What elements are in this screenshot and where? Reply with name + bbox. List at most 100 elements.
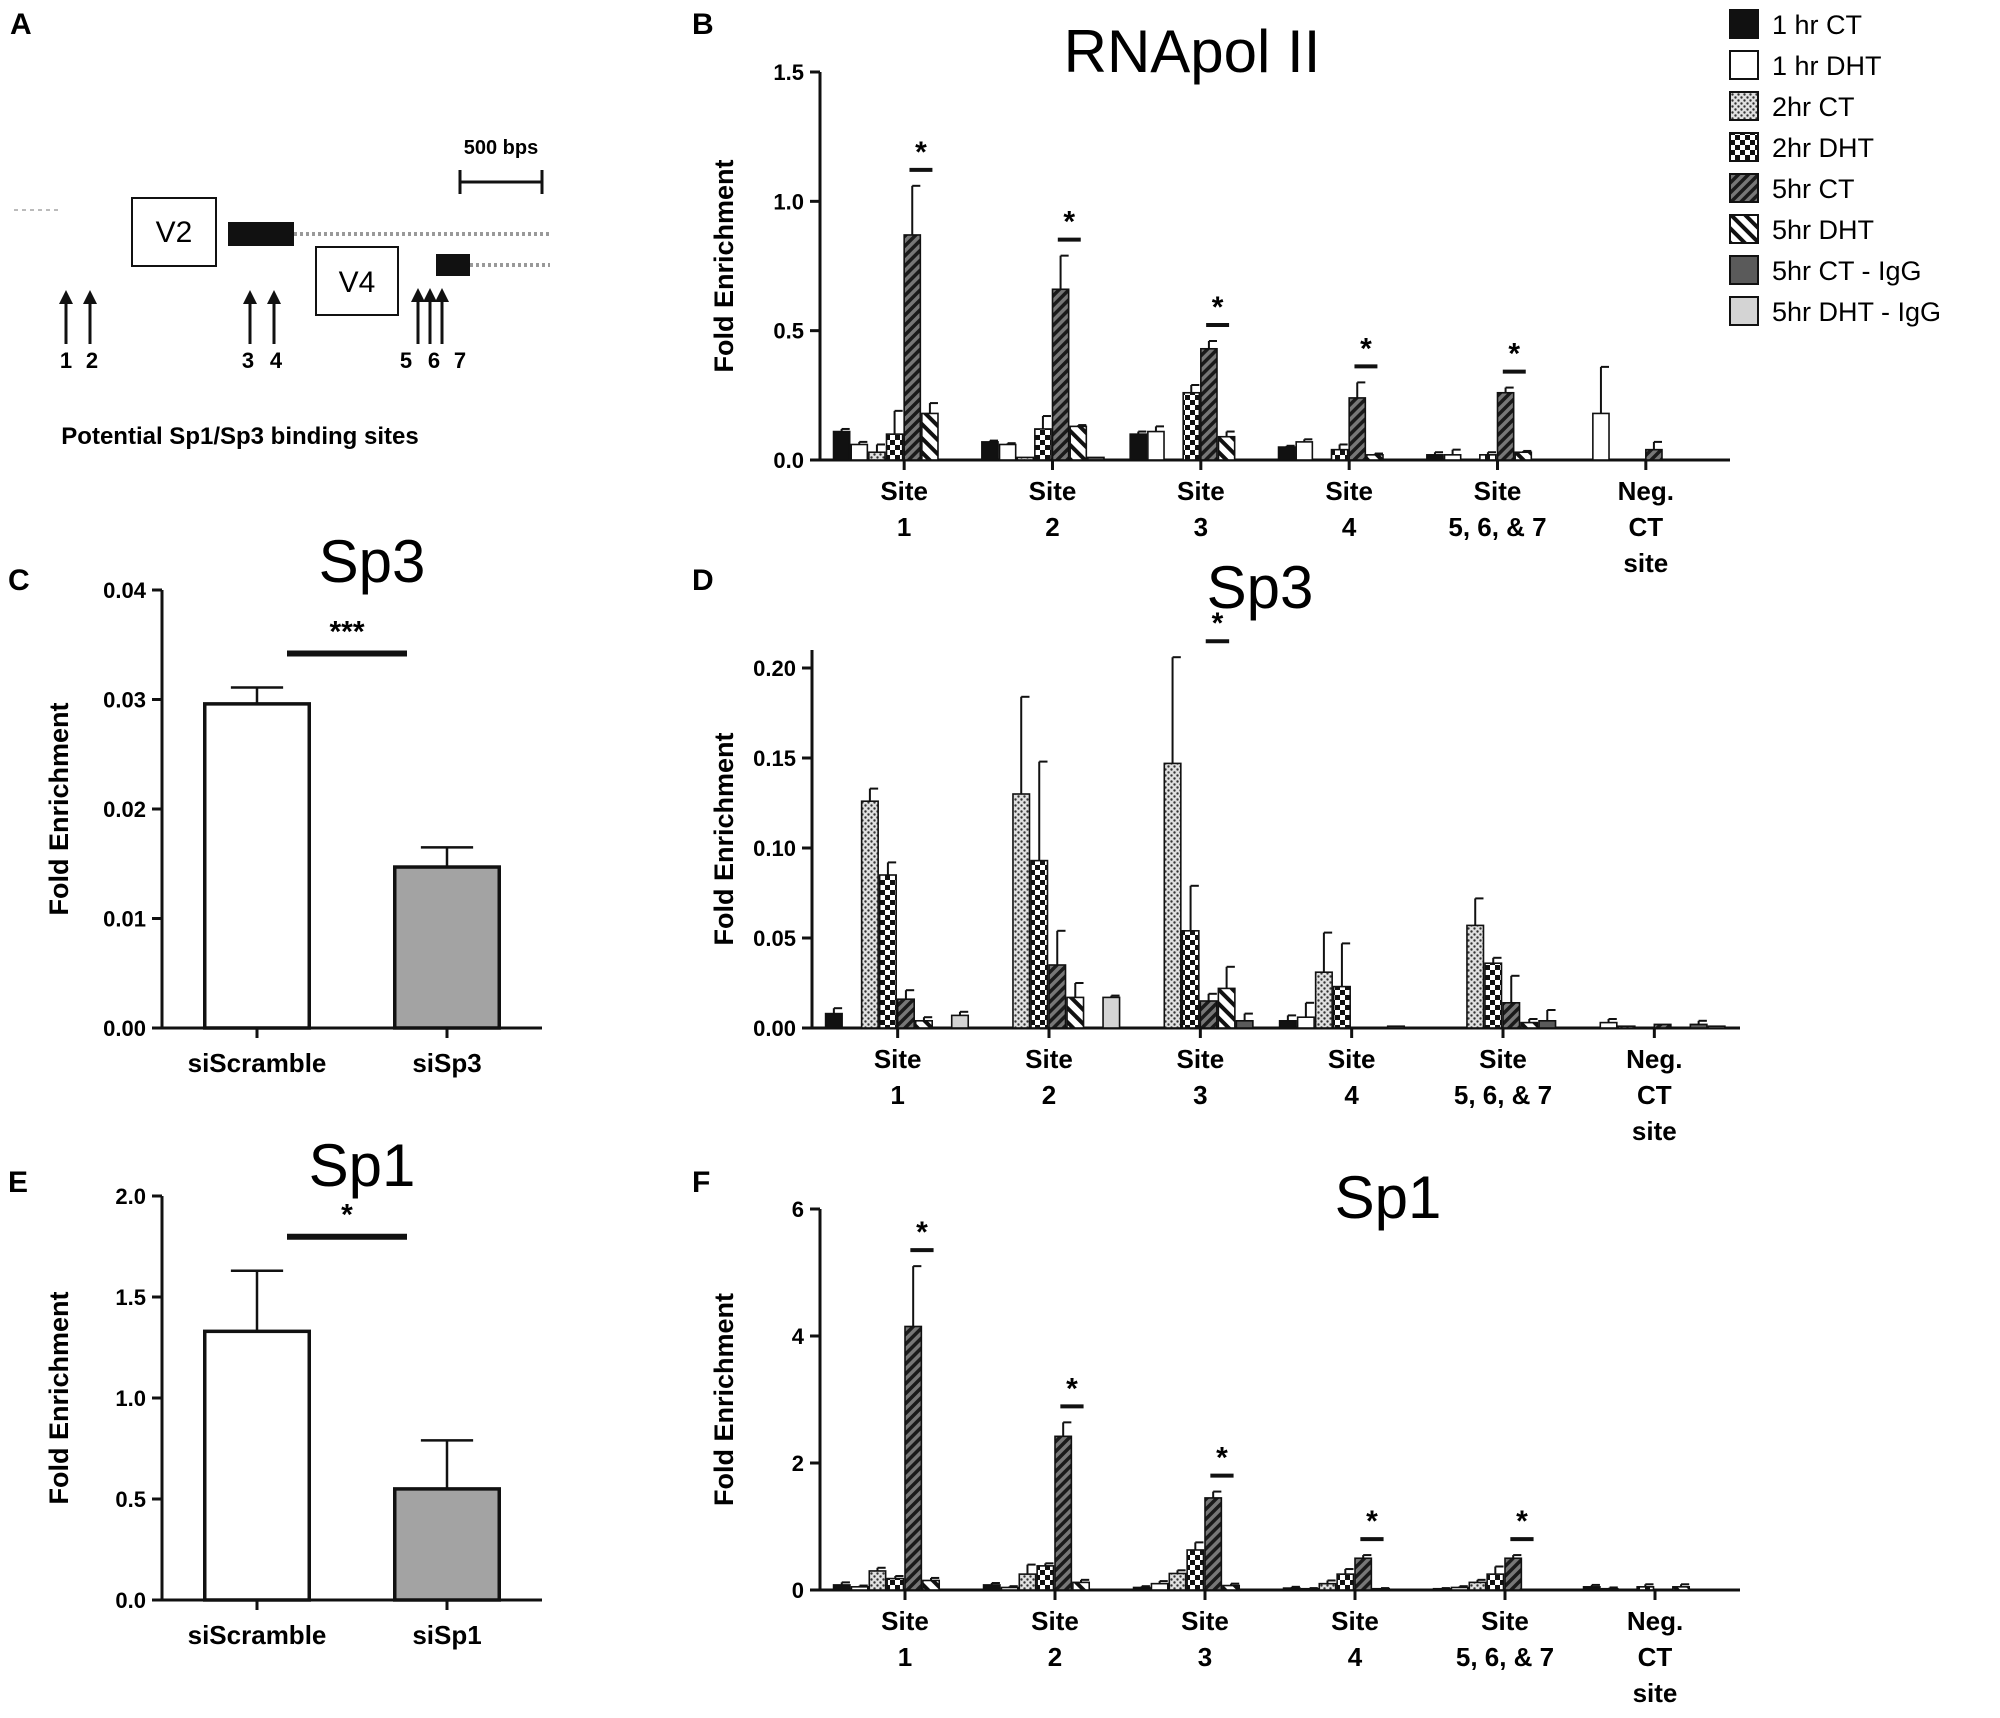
category-label: Site bbox=[874, 1044, 922, 1074]
arrow-head-icon bbox=[59, 290, 73, 304]
legend-swatch bbox=[1729, 91, 1759, 121]
bar bbox=[1054, 1435, 1073, 1591]
arrow-head-icon bbox=[83, 290, 97, 304]
chart-sp3-knockdown: Sp3 0.00 0.01 0.02 0.03 0.04 Fold Enrichment si… bbox=[44, 528, 542, 1078]
category-label: site bbox=[1623, 548, 1668, 578]
bar bbox=[1366, 454, 1384, 461]
bar bbox=[1132, 1586, 1151, 1591]
category-label: 2 bbox=[1048, 1642, 1062, 1672]
category-label: CT bbox=[1637, 1080, 1672, 1110]
legend-label: 5hr DHT - IgG bbox=[1772, 297, 1941, 327]
bar bbox=[1186, 1549, 1205, 1591]
category-label: Neg. bbox=[1626, 1044, 1682, 1074]
bar bbox=[1466, 924, 1485, 1029]
bar bbox=[1468, 1581, 1487, 1591]
arrow-head-icon bbox=[423, 288, 437, 302]
bar bbox=[1204, 1497, 1223, 1591]
category-label: Site bbox=[1177, 476, 1225, 506]
category-label: site bbox=[1633, 1678, 1678, 1708]
bar bbox=[1443, 454, 1462, 461]
exon-box-v4-label: V4 bbox=[339, 266, 376, 299]
diagram-caption: Potential Sp1/Sp3 binding sites bbox=[61, 423, 418, 450]
bar bbox=[1182, 391, 1201, 461]
category-label: Neg. bbox=[1627, 1606, 1683, 1636]
legend-swatch bbox=[1729, 132, 1759, 162]
bar bbox=[982, 1584, 1001, 1591]
bar bbox=[1330, 448, 1349, 461]
y-axis-label: Fold Enrichment bbox=[709, 159, 739, 372]
significance-marker: * bbox=[1212, 607, 1224, 640]
legend-label: 1 hr CT bbox=[1772, 10, 1862, 40]
y-tick-label: 2 bbox=[792, 1451, 804, 1476]
significance-marker: * bbox=[1516, 1505, 1528, 1538]
bar bbox=[203, 702, 311, 1030]
significance-marker: * bbox=[1360, 332, 1372, 365]
exon-box-v2-label: V2 bbox=[156, 216, 193, 249]
bar bbox=[922, 1579, 941, 1591]
bar bbox=[1354, 1557, 1373, 1591]
bar bbox=[1502, 1001, 1521, 1029]
y-axis-label: Fold Enrichment bbox=[709, 1293, 739, 1506]
exon-block-2 bbox=[436, 254, 470, 276]
y-axis-label: Fold Enrichment bbox=[44, 1291, 74, 1504]
significance-marker: * bbox=[916, 1216, 928, 1249]
bar bbox=[850, 1586, 869, 1591]
bar bbox=[1450, 1586, 1469, 1591]
scale-bar-label: 500 bps bbox=[464, 137, 538, 159]
bar bbox=[1069, 425, 1088, 461]
panel-letter-a: A bbox=[10, 8, 32, 41]
category-label: 3 bbox=[1198, 1642, 1212, 1672]
y-tick-label: 6 bbox=[792, 1197, 804, 1222]
bar bbox=[1147, 430, 1165, 461]
bar bbox=[1348, 397, 1367, 461]
category-label: 1 bbox=[898, 1642, 912, 1672]
legend-label: 2hr DHT bbox=[1772, 133, 1874, 163]
bar bbox=[1582, 1586, 1601, 1591]
arrow-head-icon bbox=[411, 288, 425, 302]
bar bbox=[1318, 1582, 1337, 1591]
y-tick-label: 1.0 bbox=[115, 1386, 146, 1411]
category-label: 3 bbox=[1194, 512, 1208, 542]
category-label: siScramble bbox=[188, 1620, 327, 1650]
bar bbox=[1200, 347, 1218, 461]
y-tick-label: 0.02 bbox=[103, 797, 146, 822]
significance-marker: * bbox=[915, 136, 927, 169]
chart-title: Sp3 bbox=[319, 528, 426, 595]
category-label: Neg. bbox=[1618, 476, 1674, 506]
bar bbox=[1048, 964, 1067, 1029]
chart-title: RNApol II bbox=[1064, 18, 1321, 85]
legend: 1 hr CT 1 hr DHT 2hr CT 2hr DHT 5hr CT 5hr DH… bbox=[1729, 9, 1941, 327]
y-tick-label: 0 bbox=[792, 1578, 804, 1603]
category-label: 5, 6, & 7 bbox=[1448, 512, 1546, 542]
bar bbox=[1199, 1000, 1218, 1029]
y-tick-label: 0.5 bbox=[773, 319, 804, 344]
chart-title: Sp1 bbox=[309, 1132, 416, 1199]
bar bbox=[914, 1019, 933, 1029]
bar bbox=[1217, 435, 1236, 461]
legend-label: 5hr CT bbox=[1772, 174, 1855, 204]
bar bbox=[1617, 1025, 1636, 1029]
bar bbox=[904, 1325, 923, 1591]
legend-swatch bbox=[1729, 255, 1759, 285]
bar bbox=[1296, 1016, 1315, 1029]
category-label: 2 bbox=[1042, 1080, 1056, 1110]
legend-label: 2hr CT bbox=[1772, 92, 1855, 122]
bar bbox=[1036, 1565, 1055, 1591]
bar bbox=[868, 1570, 887, 1591]
legend-swatch bbox=[1729, 296, 1759, 326]
bar bbox=[1314, 971, 1333, 1029]
binding-site-label: 3 bbox=[242, 348, 254, 373]
bar bbox=[1336, 1573, 1355, 1591]
category-label: Site bbox=[1481, 1606, 1529, 1636]
bar bbox=[1282, 1587, 1301, 1591]
bar bbox=[885, 433, 904, 461]
significance-marker: * bbox=[1366, 1505, 1378, 1538]
bar bbox=[1000, 1586, 1019, 1591]
bar bbox=[1168, 1572, 1187, 1591]
bar bbox=[393, 1487, 501, 1602]
bar bbox=[1163, 762, 1182, 1029]
bar bbox=[1426, 454, 1444, 461]
binding-site-label: 2 bbox=[86, 348, 98, 373]
